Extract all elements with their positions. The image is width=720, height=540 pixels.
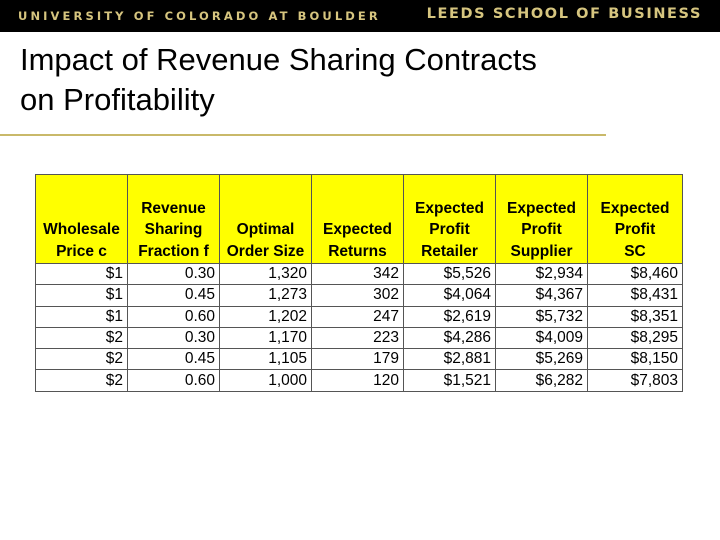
header-line: Fraction f [138,242,209,260]
header-line: Supplier [510,242,573,260]
cell-sharing-fraction: 0.60 [127,305,220,328]
header-order-size: Optimal Order Size [219,174,312,264]
header-line [130,176,217,198]
cell-order-size: 1,273 [219,284,312,307]
header-line: Order Size [226,242,305,260]
header-line [590,176,680,198]
header-line: Expected [507,199,576,217]
header-line [222,176,309,198]
cell-profit-supplier: $2,934 [495,262,588,286]
table-row: $2 0.45 1,105 179 $2,881 $5,269 $8,150 [35,348,683,371]
header-line: Expected [415,199,484,217]
cell-wholesale-price: $2 [35,348,128,371]
cell-profit-retailer: $5,526 [403,262,496,286]
cell-order-size: 1,170 [219,326,312,350]
cell-order-size: 1,320 [219,262,312,286]
cell-wholesale-price: $1 [35,305,128,328]
table-row: $1 0.60 1,202 247 $2,619 $5,732 $8,351 [35,305,683,328]
header-banner: UNIVERSITY OF COLORADO AT BOULDER LEEDS … [0,0,720,32]
cell-profit-retailer: $4,064 [403,284,496,307]
header-line: Expected [323,221,392,238]
header-line: Optimal [236,221,295,238]
table-row: $1 0.30 1,320 342 $5,526 $2,934 $8,460 [35,262,683,286]
cell-expected-returns: 179 [311,348,404,371]
slide-title-line-1: Impact of Revenue Sharing Contracts [20,42,537,77]
cell-order-size: 1,202 [219,305,312,328]
cell-profit-sc: $8,351 [587,305,683,328]
cell-wholesale-price: $2 [35,369,128,392]
header-line: Retailer [421,242,478,260]
header-line: Expected [600,199,670,217]
slide-title-line-2: on Profitability [20,82,215,117]
cell-profit-supplier: $5,269 [495,348,588,371]
cell-sharing-fraction: 0.30 [127,262,220,286]
header-profit-sc: Expected Profit SC [587,174,683,264]
header-line: Returns [328,242,387,260]
table-row: $2 0.60 1,000 120 $1,521 $6,282 $7,803 [35,369,683,392]
cell-sharing-fraction: 0.30 [127,326,220,350]
cell-profit-supplier: $5,732 [495,305,588,328]
slide-title: Impact of Revenue Sharing Contracts on P… [20,40,660,120]
table-header-row: Wholesale Price c Revenue Sharing Fracti… [35,174,683,264]
cell-profit-sc: $8,295 [587,326,683,350]
table-row: $1 0.45 1,273 302 $4,064 $4,367 $8,431 [35,284,683,307]
header-line: Profit [521,221,562,238]
header-line [38,198,125,220]
cell-profit-sc: $8,460 [587,262,683,286]
cell-order-size: 1,105 [219,348,312,371]
header-wholesale-price: Wholesale Price c [35,174,128,264]
cell-expected-returns: 247 [311,305,404,328]
cell-expected-returns: 302 [311,284,404,307]
header-line [314,198,401,220]
header-line [406,176,493,198]
header-line [498,176,585,198]
cell-profit-retailer: $2,881 [403,348,496,371]
cell-profit-sc: $7,803 [587,369,683,392]
header-line: Wholesale [43,221,120,238]
cell-expected-returns: 120 [311,369,404,392]
cell-order-size: 1,000 [219,369,312,392]
cell-expected-returns: 342 [311,262,404,286]
cell-profit-retailer: $1,521 [403,369,496,392]
cell-wholesale-price: $2 [35,326,128,350]
cell-profit-retailer: $4,286 [403,326,496,350]
cell-profit-sc: $8,150 [587,348,683,371]
header-line: Revenue [141,199,206,217]
header-line [222,198,309,220]
header-line: Price c [56,242,107,260]
cell-profit-retailer: $2,619 [403,305,496,328]
cell-profit-supplier: $4,009 [495,326,588,350]
header-line [314,176,401,198]
header-line: Profit [614,221,656,238]
header-expected-returns: Expected Returns [311,174,404,264]
revenue-sharing-table: Wholesale Price c Revenue Sharing Fracti… [35,174,683,392]
cell-wholesale-price: $1 [35,262,128,286]
title-divider [0,134,606,136]
header-line: Profit [429,221,470,238]
cell-sharing-fraction: 0.45 [127,348,220,371]
cell-profit-supplier: $6,282 [495,369,588,392]
university-name: UNIVERSITY OF COLORADO AT BOULDER [18,9,381,23]
header-line [38,176,125,198]
cell-expected-returns: 223 [311,326,404,350]
table-row: $2 0.30 1,170 223 $4,286 $4,009 $8,295 [35,326,683,350]
header-sharing-fraction: Revenue Sharing Fraction f [127,174,220,264]
header-line: Sharing [144,221,203,238]
school-name: LEEDS SCHOOL OF BUSINESS [426,6,702,22]
cell-profit-supplier: $4,367 [495,284,588,307]
cell-sharing-fraction: 0.45 [127,284,220,307]
header-profit-retailer: Expected Profit Retailer [403,174,496,264]
cell-profit-sc: $8,431 [587,284,683,307]
header-line: SC [624,242,646,260]
cell-sharing-fraction: 0.60 [127,369,220,392]
header-profit-supplier: Expected Profit Supplier [495,174,588,264]
cell-wholesale-price: $1 [35,284,128,307]
